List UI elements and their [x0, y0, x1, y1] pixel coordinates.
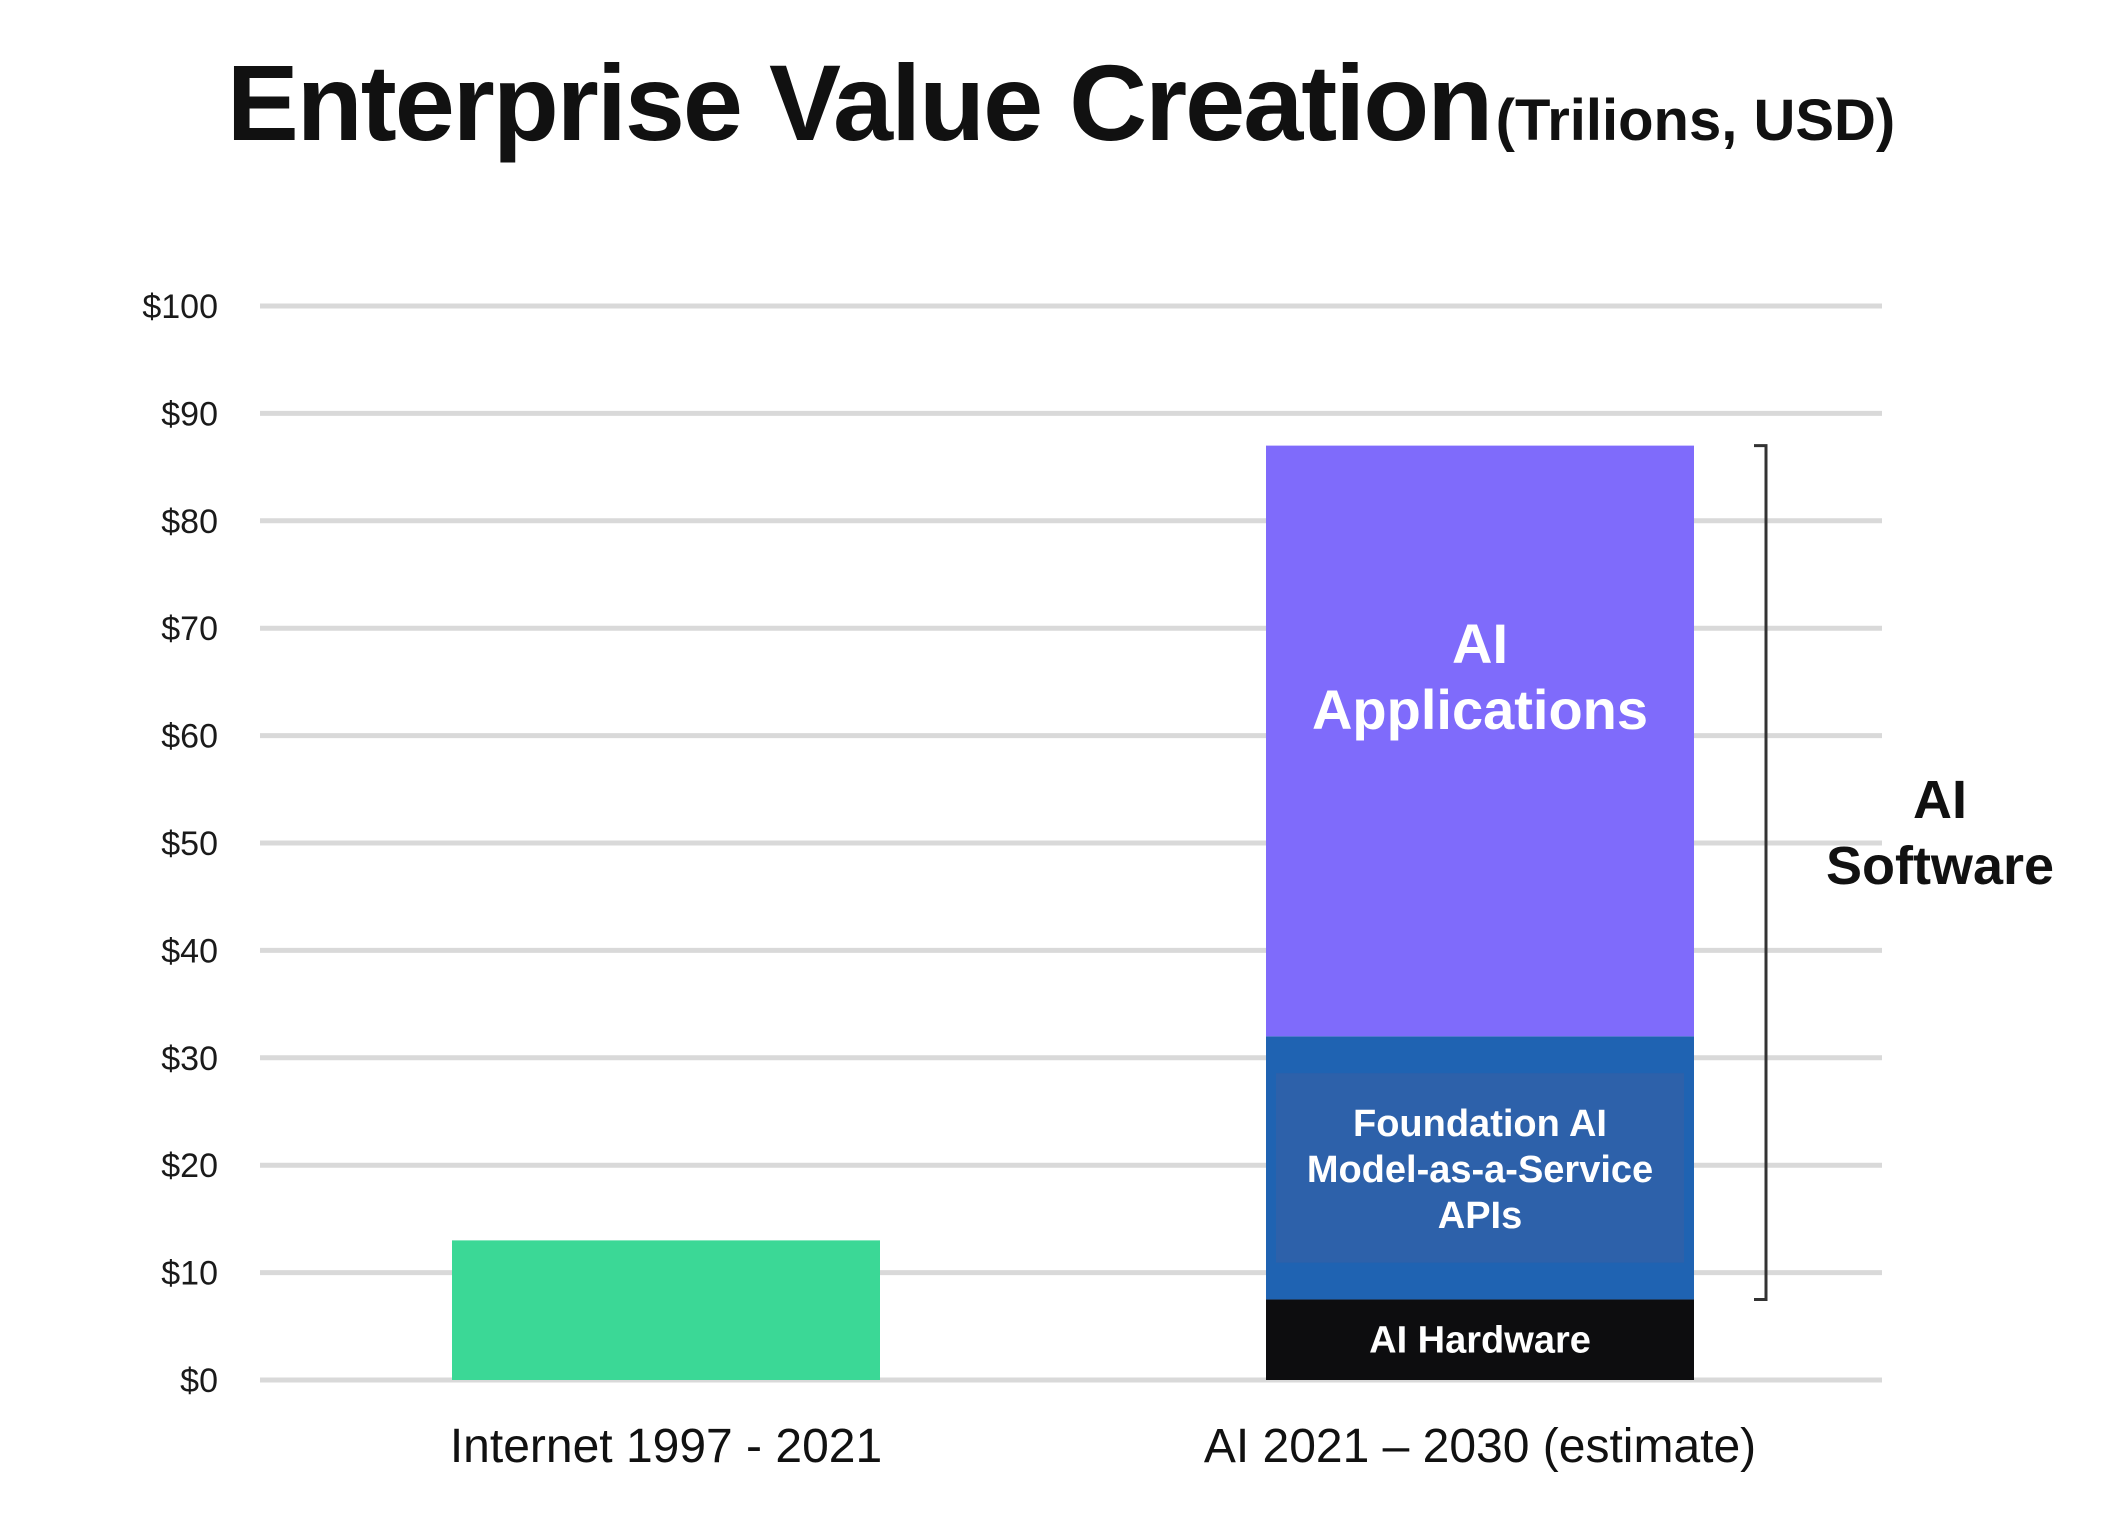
label-foundation-line: Foundation AI — [1353, 1103, 1607, 1145]
bar-segment-series-0 — [452, 1240, 880, 1380]
foundation-label-panel — [1276, 1073, 1684, 1263]
bracket-line — [1754, 444, 1768, 1301]
label-ai-software-line: Software — [1826, 836, 2054, 896]
label-ai-hardware: AI Hardware — [1369, 1320, 1591, 1362]
y-tick-label: $90 — [161, 395, 218, 433]
title-main: Enterprise Value Creation — [226, 42, 1493, 163]
bar-segment-series-3 — [1266, 445, 1694, 1037]
x-category-label: Internet 1997 - 2021 — [450, 1420, 882, 1473]
y-tick-label: $0 — [180, 1362, 218, 1400]
y-tick-label: $30 — [161, 1040, 218, 1078]
label-ai-applications-line: Applications — [1312, 678, 1648, 741]
y-tick-label: $100 — [142, 288, 218, 326]
title-unit: (Trilions, USD) — [1495, 88, 1896, 153]
y-tick-label: $70 — [161, 610, 218, 648]
y-tick-label: $50 — [161, 825, 218, 863]
segment-labels: AI Hardware Foundation AIModel-as-a-Servi… — [1307, 612, 1653, 1362]
chart-title: Enterprise Value Creation (Trilions, USD… — [0, 40, 2122, 165]
x-axis-labels: Internet 1997 - 2021 AI 2021 – 2030 (esti… — [450, 1420, 1756, 1473]
bar-segment-series-1 — [1266, 1299, 1694, 1380]
x-category-label: AI 2021 – 2030 (estimate) — [1204, 1420, 1756, 1473]
label-foundation-line: APIs — [1438, 1195, 1522, 1237]
y-tick-label: $10 — [161, 1255, 218, 1293]
y-tick-label: $20 — [161, 1147, 218, 1185]
bars — [452, 445, 1694, 1380]
y-tick-label: $40 — [161, 932, 218, 970]
label-ai-applications-line: AI — [1452, 612, 1508, 675]
label-foundation-line: Model-as-a-Service — [1307, 1149, 1653, 1191]
y-tick-label: $60 — [161, 718, 218, 756]
y-tick-label: $80 — [161, 503, 218, 541]
y-axis-ticks: $0 $10 $20 $30 $40 $50 $60 $70 $80 $90 $100 — [142, 288, 218, 1400]
label-ai-software-line: AI — [1913, 770, 1967, 830]
